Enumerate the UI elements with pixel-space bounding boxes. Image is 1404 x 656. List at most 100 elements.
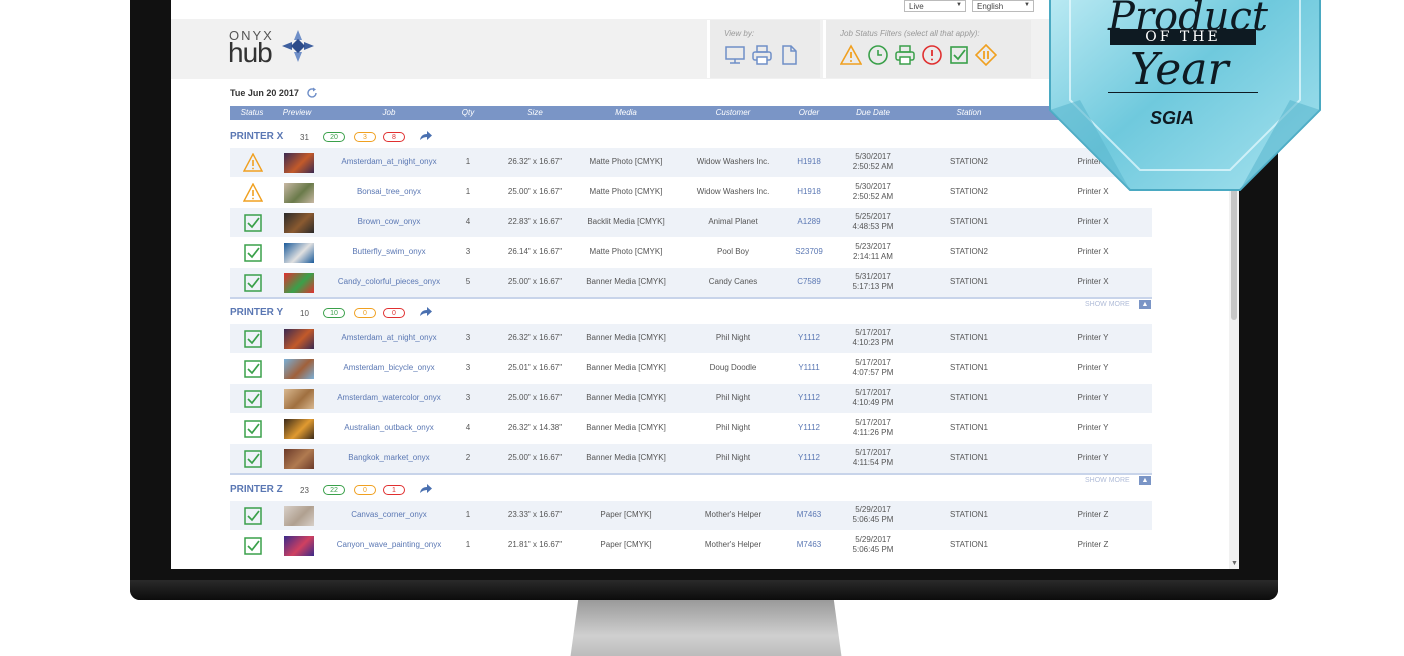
job-name-link[interactable]: Canvas_corner_onyx [351, 510, 427, 519]
collapse-up-icon[interactable]: ▲ [1139, 300, 1151, 309]
error-count-pill[interactable]: 8 [383, 132, 405, 142]
column-header[interactable]: Customer [715, 108, 751, 117]
error-count-pill[interactable]: 0 [383, 308, 405, 318]
monitor-view-icon[interactable] [724, 44, 746, 66]
job-name-link[interactable]: Amsterdam_at_night_onyx [341, 157, 437, 166]
job-name-link[interactable]: Amsterdam_at_night_onyx [341, 333, 437, 342]
error-count-pill[interactable]: 1 [383, 485, 405, 495]
job-name-link[interactable]: Amsterdam_bicycle_onyx [343, 363, 435, 372]
share-arrow-icon[interactable] [419, 131, 433, 141]
job-name-link[interactable]: Bangkok_market_onyx [348, 453, 430, 462]
order-link[interactable]: Y1112 [798, 423, 820, 432]
size-cell: 25.00" x 16.67" [507, 277, 563, 286]
complete-count-pill[interactable]: 10 [323, 308, 345, 318]
complete-filter-icon[interactable] [948, 44, 970, 66]
view-by-panel: View by: [707, 20, 820, 78]
table-row[interactable]: Amsterdam_at_night_onyx 1 26.32" x 16.67" M… [230, 148, 1152, 177]
scroll-down-arrow-icon[interactable]: ▼ [1231, 560, 1238, 567]
table-row[interactable]: Amsterdam_bicycle_onyx 3 25.01" x 16.67" Ba… [230, 354, 1152, 383]
table-row[interactable]: Butterfly_swim_onyx 3 26.14" x 16.67" Matte… [230, 238, 1152, 267]
share-arrow-icon[interactable] [419, 307, 433, 317]
printer-view-icon[interactable] [751, 44, 773, 66]
job-name-link[interactable]: Amsterdam_watercolor_onyx [337, 393, 441, 402]
complete-count-pill[interactable]: 20 [323, 132, 345, 142]
column-header[interactable]: Size [527, 108, 543, 117]
order-link[interactable]: C7589 [797, 277, 821, 286]
printer-group-header[interactable]: PRINTER Y 10 10 0 0 [230, 304, 1152, 322]
column-header[interactable]: Media [615, 108, 637, 117]
preview-thumbnail[interactable] [284, 389, 314, 409]
preview-thumbnail[interactable] [284, 506, 314, 526]
share-arrow-icon[interactable] [419, 484, 433, 494]
preview-thumbnail[interactable] [284, 419, 314, 439]
document-view-icon[interactable] [778, 44, 800, 66]
printer-cell: Printer Z [1077, 540, 1109, 549]
printer-group-header[interactable]: PRINTER X 31 20 3 8 [230, 128, 1152, 146]
printer-name[interactable]: PRINTER X [230, 131, 284, 142]
hold-filter-icon[interactable] [975, 44, 997, 66]
printer-group-header[interactable]: PRINTER Z 23 22 0 1 [230, 481, 1152, 499]
job-name-link[interactable]: Australian_outback_onyx [344, 423, 434, 432]
column-header[interactable]: Qty [461, 108, 475, 117]
printer-name[interactable]: PRINTER Z [230, 484, 283, 495]
column-header[interactable]: Preview [282, 108, 312, 117]
printer-name[interactable]: PRINTER Y [230, 307, 284, 318]
order-link[interactable]: A1289 [797, 217, 821, 226]
preview-thumbnail[interactable] [284, 449, 314, 469]
column-header[interactable]: Order [798, 108, 820, 117]
preview-thumbnail[interactable] [284, 213, 314, 233]
table-row[interactable]: Candy_colorful_pieces_onyx 5 25.00" x 16.6… [230, 268, 1152, 297]
scrollbar-thumb[interactable] [1231, 160, 1237, 320]
show-more-link[interactable]: SHOW MORE [1085, 301, 1130, 308]
order-link[interactable]: S23709 [795, 247, 823, 256]
pending-count-pill[interactable]: 3 [354, 132, 376, 142]
pending-count-pill[interactable]: 0 [354, 485, 376, 495]
order-link[interactable]: Y1112 [798, 453, 820, 462]
complete-count-pill[interactable]: 22 [323, 485, 345, 495]
preview-thumbnail[interactable] [284, 183, 314, 203]
column-header[interactable]: Due Date [856, 108, 890, 117]
preview-thumbnail[interactable] [284, 359, 314, 379]
table-row[interactable]: Canvas_corner_onyx 1 23.33" x 16.67" Paper … [230, 501, 1152, 530]
pending-count-pill[interactable]: 0 [354, 308, 376, 318]
order-link[interactable]: H1918 [797, 157, 821, 166]
order-link[interactable]: Y1111 [798, 363, 820, 372]
refresh-icon[interactable] [306, 87, 318, 99]
table-row[interactable]: Canyon_wave_painting_onyx 1 21.81" x 16.67… [230, 531, 1152, 560]
collapse-up-icon[interactable]: ▲ [1139, 476, 1151, 485]
job-name-link[interactable]: Butterfly_swim_onyx [352, 247, 426, 256]
warning-filter-icon[interactable] [840, 44, 862, 66]
table-row[interactable]: Amsterdam_at_night_onyx 3 26.32" x 16.67" B… [230, 324, 1152, 353]
preview-thumbnail[interactable] [284, 536, 314, 556]
job-name-link[interactable]: Candy_colorful_pieces_onyx [337, 277, 441, 286]
printing-filter-icon[interactable] [894, 44, 916, 66]
job-name-link[interactable]: Bonsai_tree_onyx [356, 187, 422, 196]
table-row[interactable]: Bangkok_market_onyx 2 25.00" x 16.67" Banne… [230, 444, 1152, 473]
table-row[interactable]: Brown_cow_onyx 4 22.83" x 16.67" Backlit Me… [230, 208, 1152, 237]
language-select[interactable]: English ▼ [972, 0, 1034, 12]
preview-thumbnail[interactable] [284, 153, 314, 173]
table-row[interactable]: Australian_outback_onyx 4 26.32" x 14.38" B… [230, 414, 1152, 443]
current-date: Tue Jun 20 2017 [230, 88, 299, 98]
column-header[interactable]: Station [956, 108, 982, 117]
job-name-link[interactable]: Canyon_wave_painting_onyx [336, 540, 442, 549]
preview-thumbnail[interactable] [284, 243, 314, 263]
order-link[interactable]: H1918 [797, 187, 821, 196]
order-link[interactable]: Y1112 [798, 333, 820, 342]
show-more-link[interactable]: SHOW MORE [1085, 477, 1130, 484]
order-link[interactable]: Y1112 [798, 393, 820, 402]
column-header[interactable]: Status [240, 108, 264, 117]
order-link[interactable]: M7463 [796, 510, 822, 519]
preview-thumbnail[interactable] [284, 273, 314, 293]
clock-filter-icon[interactable] [867, 44, 889, 66]
job-name-link[interactable]: Brown_cow_onyx [357, 217, 421, 226]
order-link[interactable]: M7463 [796, 540, 822, 549]
mode-select[interactable]: Live ▼ [904, 0, 966, 12]
scrollbar[interactable]: ▼ [1229, 0, 1239, 569]
error-filter-icon[interactable] [921, 44, 943, 66]
monitor-stand [570, 600, 842, 656]
table-row[interactable]: Bonsai_tree_onyx 1 25.00" x 16.67" Matte Ph… [230, 178, 1152, 207]
column-header[interactable]: Job [382, 108, 396, 117]
table-row[interactable]: Amsterdam_watercolor_onyx 3 25.00" x 16.67… [230, 384, 1152, 413]
preview-thumbnail[interactable] [284, 329, 314, 349]
